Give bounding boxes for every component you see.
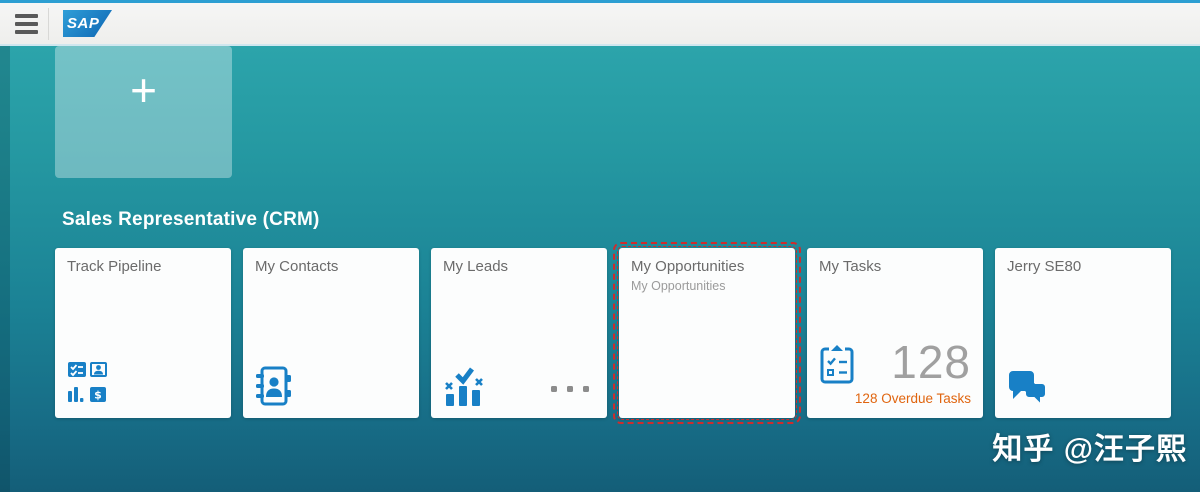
tile-my-contacts[interactable]: My Contacts [243,248,419,418]
tasks-clipboard-icon [820,345,854,384]
menu-button[interactable] [6,6,46,42]
tile-title: Jerry SE80 [1007,258,1082,275]
tile-title: My Opportunities [631,258,745,275]
tile-jerry-se80[interactable]: Jerry SE80 [995,248,1171,418]
left-edge-shade [0,46,10,492]
tile-title: My Leads [443,258,509,275]
pipeline-composite-icon: $ [68,362,107,402]
overdue-tasks-note: 128 Overdue Tasks [854,391,971,406]
tile-my-tasks[interactable]: My Tasks 128 128 Overdue Tasks [807,248,983,418]
plus-icon: + [130,64,157,116]
tile-title: Track Pipeline [67,258,162,275]
sap-logo: SAP [63,10,112,37]
add-tile[interactable]: + [55,46,232,178]
tile-group: Track Pipeline $ [55,242,1171,424]
tile-my-leads[interactable]: My Leads [431,248,607,418]
tile-title: My Tasks [819,258,882,275]
leads-bars-icon [445,367,483,406]
tile-subtitle: My Opportunities [631,279,726,293]
sap-logo-text: SAP [67,15,100,32]
watermark: 知乎 @汪子熙 [992,433,1187,466]
discussion-icon [1009,371,1047,406]
shell-header: SAP [0,0,1200,46]
svg-text:$: $ [94,389,102,402]
group-title: Sales Representative (CRM) [62,209,320,230]
tile-track-pipeline[interactable]: Track Pipeline $ [55,248,231,418]
contacts-book-icon [256,366,291,406]
ellipsis-icon[interactable] [551,386,589,392]
tile-my-opportunities[interactable]: My Opportunities My Opportunities [613,242,801,424]
tasks-count: 128 [891,336,971,389]
tile-title: My Contacts [255,258,339,275]
hamburger-icon [14,13,38,18]
header-separator [48,7,49,40]
